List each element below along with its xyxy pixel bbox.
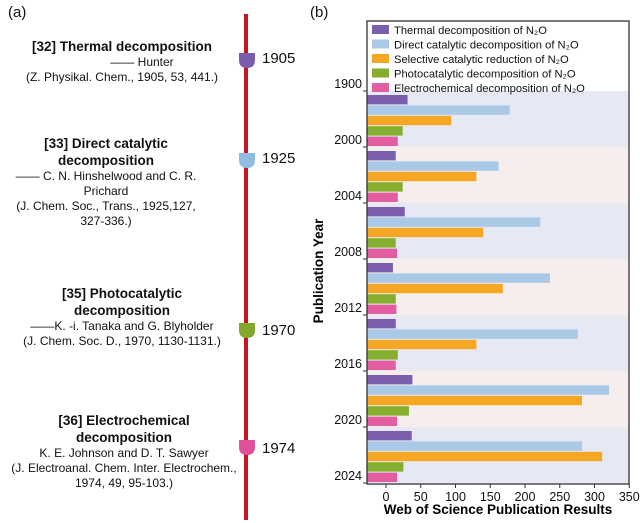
- bar-2004-2008-s1: [367, 217, 541, 227]
- x-tick-label-50: 50: [414, 490, 428, 504]
- bar-1900-2000-s1: [367, 105, 510, 115]
- event-direct-citation: (J. Chem. Soc., Trans., 1925,127, 327-33…: [16, 199, 196, 228]
- event-thermal-title: [32] Thermal decomposition: [31, 39, 213, 54]
- bar-2020-2024-s0: [367, 431, 412, 441]
- bars: [367, 95, 610, 482]
- panel-a-label: (a): [8, 4, 27, 21]
- event-electro: [36] Electrochemical decomposition K. E.…: [8, 412, 240, 491]
- event-thermal-author: —— Hunter: [110, 55, 174, 69]
- bar-2008-2012-s4: [367, 304, 397, 314]
- legend-label-3: Photocatalytic decomposition of N₂O: [394, 69, 576, 81]
- y-axis-label: Publication Year: [311, 218, 326, 324]
- legend-label-0: Thermal decomposition of N₂O: [394, 25, 547, 37]
- event-electro-title: [36] Electrochemical decomposition: [58, 413, 190, 445]
- x-axis-label: Web of Science Publication Results: [384, 502, 613, 517]
- timeline-marker-1974: [239, 440, 255, 455]
- bar-1900-2000-s4: [367, 136, 398, 146]
- x-tick-label-150: 150: [480, 490, 501, 504]
- publication-chart: 0 50 100 150 200 250 300 350 1900 2000 2004 2008 20…: [311, 20, 640, 517]
- timeline-marker-1905: [239, 53, 255, 68]
- bar-2000-2004-s1: [367, 161, 499, 171]
- x-tick-label-350: 350: [619, 490, 640, 504]
- bar-2004-2008-s3: [367, 238, 396, 248]
- x-tick-label-0: 0: [383, 490, 390, 504]
- y-axis: 1900 2000 2004 2008 2012 2016 2020 2024: [334, 77, 367, 484]
- bar-2008-2012-s0: [367, 263, 393, 273]
- bar-2020-2024-s4: [367, 472, 398, 482]
- bar-2012-2016-s0: [367, 319, 396, 329]
- bar-2012-2016-s2: [367, 339, 477, 350]
- legend-label-4: Electrochemical decomposition of N₂O: [394, 83, 585, 95]
- timeline-marker-1970: [239, 323, 255, 338]
- y-tick-label-2004: 2004: [334, 189, 362, 203]
- bar-1900-2000-s2: [367, 115, 452, 126]
- event-electro-citation: (J. Electroanal. Chem. Inter. Electroche…: [11, 461, 237, 490]
- bar-2000-2004-s3: [367, 182, 403, 192]
- x-tick-label-200: 200: [515, 490, 536, 504]
- bar-1900-2000-s0: [367, 95, 408, 105]
- year-1925: 1925: [262, 150, 296, 167]
- bar-2008-2012-s3: [367, 294, 396, 304]
- event-thermal-citation: (Z. Physikal. Chem., 1905, 53, 441.): [25, 70, 219, 84]
- x-tick-label-100: 100: [445, 490, 466, 504]
- bar-2008-2012-s1: [367, 273, 551, 283]
- legend-swatch-4: [372, 83, 389, 92]
- bar-2004-2008-s2: [367, 227, 484, 238]
- event-photo-citation: (J. Chem. Soc. D., 1970, 1130-1131.): [23, 334, 221, 348]
- x-tick-label-250: 250: [549, 490, 570, 504]
- event-photo-author: ——K. -i. Tanaka and G. Blyholder: [30, 319, 214, 333]
- year-1970: 1970: [262, 322, 296, 339]
- bar-2012-2016-s4: [367, 360, 396, 370]
- event-direct-title: [33] Direct catalytic decomposition: [44, 136, 168, 168]
- y-tick-label-2020: 2020: [334, 413, 362, 427]
- legend-swatch-2: [372, 54, 389, 63]
- timeline: [239, 14, 255, 520]
- year-1974: 1974: [262, 440, 296, 457]
- bar-2000-2004-s4: [367, 192, 398, 202]
- legend-swatch-1: [372, 39, 389, 49]
- event-photo-title: [35] Photocatalytic decomposition: [61, 286, 183, 318]
- bar-2016-2020-s2: [367, 395, 582, 406]
- y-tick-label-1900: 1900: [334, 77, 362, 91]
- bar-2008-2012-s2: [367, 283, 503, 294]
- legend: Thermal decomposition of N₂O Direct catal…: [372, 25, 585, 95]
- y-tick-label-2008: 2008: [334, 245, 362, 259]
- event-direct-author: —— C. N. Hinshelwood and C. R. Prichard: [15, 169, 197, 198]
- bar-2004-2008-s0: [367, 207, 405, 217]
- bar-2020-2024-s2: [367, 451, 603, 462]
- event-photo: [35] Photocatalytic decomposition ——K. -…: [6, 285, 238, 349]
- legend-swatch-0: [372, 25, 389, 34]
- bar-2012-2016-s3: [367, 350, 398, 360]
- bar-2012-2016-s1: [367, 329, 578, 339]
- bar-1900-2000-s3: [367, 126, 403, 136]
- event-electro-author: K. E. Johnson and D. T. Sawyer: [39, 446, 209, 460]
- bar-2004-2008-s4: [367, 248, 398, 258]
- legend-swatch-3: [372, 68, 389, 78]
- year-1905: 1905: [262, 50, 296, 67]
- plot-frame: [366, 20, 630, 485]
- y-tick-label-2024: 2024: [334, 469, 362, 483]
- bar-2016-2020-s0: [367, 375, 413, 385]
- bar-2016-2020-s1: [367, 385, 610, 395]
- bar-2000-2004-s0: [367, 151, 396, 161]
- y-tick-label-2012: 2012: [334, 301, 362, 315]
- y-tick-label-2000: 2000: [334, 133, 362, 147]
- event-direct: [33] Direct catalytic decomposition —— C…: [14, 135, 198, 229]
- bar-2016-2020-s3: [367, 406, 409, 416]
- bar-2016-2020-s4: [367, 416, 398, 426]
- x-axis: 0 50 100 150 200 250 300 350: [383, 484, 640, 504]
- bar-2020-2024-s3: [367, 462, 404, 472]
- event-thermal: [32] Thermal decomposition —— Hunter (Z.…: [6, 38, 238, 85]
- legend-label-2: Selective catalytic reduction of N₂O: [394, 54, 569, 66]
- bar-2000-2004-s2: [367, 171, 477, 182]
- y-tick-label-2016: 2016: [334, 357, 362, 371]
- x-tick-label-300: 300: [584, 490, 605, 504]
- panel-b-label: (b): [310, 4, 329, 21]
- bar-2020-2024-s1: [367, 441, 582, 451]
- timeline-marker-1925: [239, 153, 255, 168]
- legend-label-1: Direct catalytic decomposition of N₂O: [394, 40, 579, 52]
